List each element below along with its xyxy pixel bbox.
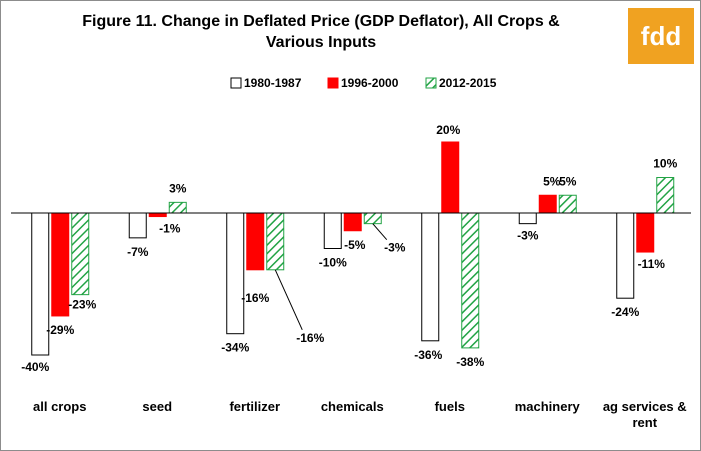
label-leader-line [274,269,303,331]
bar-1996-2000-seed [148,212,167,218]
bar-1980-1987-machinery [518,212,537,225]
category-label: all crops [33,399,86,414]
data-label: -38% [456,355,484,369]
legend-label: 2012-2015 [439,76,497,90]
bar-2012-2015-fertilizer [266,212,285,271]
data-label: 5% [559,174,577,188]
bar-1996-2000-ag-services-rent [636,212,655,253]
chart-title: Figure 11. Change in Deflated Price (GDP… [82,13,560,51]
bar-2012-2015-seed [168,201,187,214]
bar-1980-1987-fuels [421,212,440,342]
data-label: -36% [414,348,442,362]
data-label: -16% [296,331,324,345]
data-label: 5% [543,174,561,188]
legend: 1980-1987 1996-2000 2012-2015 [230,76,497,90]
bar-1980-1987-chemicals [323,212,342,249]
data-label: -3% [517,229,539,243]
data-label: -23% [68,298,96,312]
bar-1980-1987-ag-services-rent [616,212,635,299]
bar-1980-1987-fertilizer [226,212,245,335]
data-label: 20% [436,123,460,137]
data-labels: -40% -7% -34% -10% -36% -3% -24% -29% -1% -16% -5%… [21,123,677,374]
category-label: rent [632,415,657,430]
legend-label: 1980-1987 [244,76,302,90]
data-label: -5% [344,238,366,252]
bar-2012-2015-machinery [558,194,577,214]
x-axis: all crops seed fertilizer chemicals fuels mac… [11,212,691,430]
fdd-logo: fdd [628,8,694,64]
bar-1996-2000-all-crops [51,212,70,317]
bars [31,141,675,356]
legend-swatch-1980-1987 [230,77,242,89]
data-label: -29% [46,323,74,337]
legend-swatch-2012-2015 [425,77,437,89]
data-label: -24% [611,305,639,319]
label-leader-line [372,223,388,240]
data-label: -3% [384,241,406,255]
bar-1996-2000-fertilizer [246,212,265,271]
bar-2012-2015-ag-services-rent [656,177,675,214]
data-label: -16% [241,291,269,305]
bar-2012-2015-fuels [461,212,480,349]
data-label: -7% [127,245,149,259]
bar-1980-1987-seed [128,212,147,239]
data-label: -10% [319,256,347,270]
bar-1996-2000-machinery [538,194,557,214]
category-label: fertilizer [229,399,280,414]
data-label: -11% [638,257,666,271]
legend-swatch-1996-2000 [327,77,339,89]
bar-1996-2000-fuels [441,141,460,214]
legend-label: 1996-2000 [341,76,399,90]
category-label: fuels [435,399,465,414]
data-label: -40% [21,360,49,374]
category-label: chemicals [321,399,384,414]
category-label: seed [142,399,172,414]
data-label: -1% [159,222,181,236]
category-label: ag services & [603,399,687,414]
bar-2012-2015-all-crops [71,212,90,296]
data-label: 3% [169,181,187,195]
bar-2012-2015-chemicals [363,212,382,225]
category-label: machinery [515,399,581,414]
bar-1996-2000-chemicals [343,212,362,232]
data-label: -34% [221,341,249,355]
data-label: 10% [653,157,677,171]
